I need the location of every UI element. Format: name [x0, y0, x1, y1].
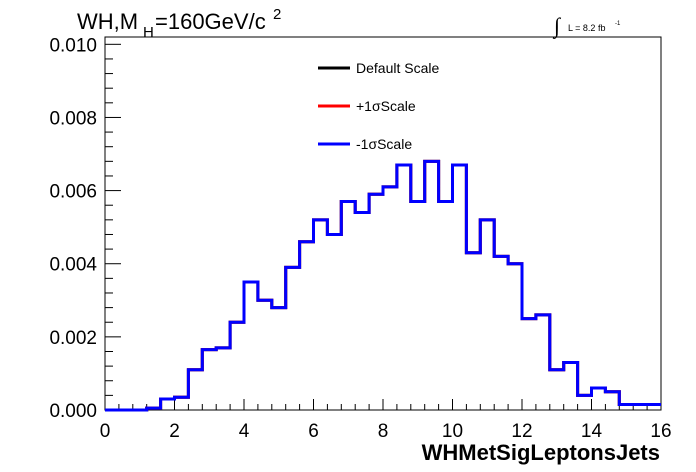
x-tick-label: 8	[378, 421, 389, 442]
luminosity-integral: ∫	[552, 13, 562, 39]
legend-entry-label: -1σScale	[356, 136, 412, 152]
series-group	[105, 159, 661, 412]
y-tick-label: 0.000	[49, 401, 97, 422]
histogram-series-3	[105, 159, 661, 412]
luminosity-superscript: -1	[615, 21, 621, 27]
y-tick-label: 0.002	[49, 328, 97, 349]
x-tick-label: 6	[308, 421, 319, 442]
x-tick-label: 14	[581, 421, 603, 442]
x-tick-label: 2	[169, 421, 180, 442]
y-tick-label: 0.004	[49, 255, 97, 276]
y-tick-label: 0.006	[49, 182, 97, 203]
chart-title-prefix: WH,M	[77, 9, 138, 34]
chart-title-value: =160GeV/c	[155, 9, 266, 34]
chart-title-subscript: H	[143, 24, 154, 41]
legend-entry-label: Default Scale	[356, 60, 439, 76]
y-tick-label: 0.008	[49, 108, 97, 129]
x-axis-label: WHMetSigLeptonsJets	[422, 440, 660, 465]
x-tick-label: 10	[442, 421, 463, 442]
legend: Default Scale +1σScale -1σScale	[318, 60, 439, 152]
legend-entry-label: +1σScale	[356, 98, 416, 114]
x-tick-label: 0	[100, 421, 111, 442]
y-tick-label: 0.010	[49, 35, 97, 56]
x-tick-label: 12	[511, 421, 532, 442]
plot-frame	[104, 36, 662, 411]
x-tick-label: 16	[650, 421, 671, 442]
chart-title-superscript: 2	[273, 6, 281, 23]
luminosity-label: L = 8.2 fb	[568, 23, 605, 33]
axes-group: 0 2 4 6 8 10 12 14 16 0.000 0.002 0.004 0.006 0.008 0.…	[49, 35, 671, 442]
x-tick-label: 4	[239, 421, 250, 442]
